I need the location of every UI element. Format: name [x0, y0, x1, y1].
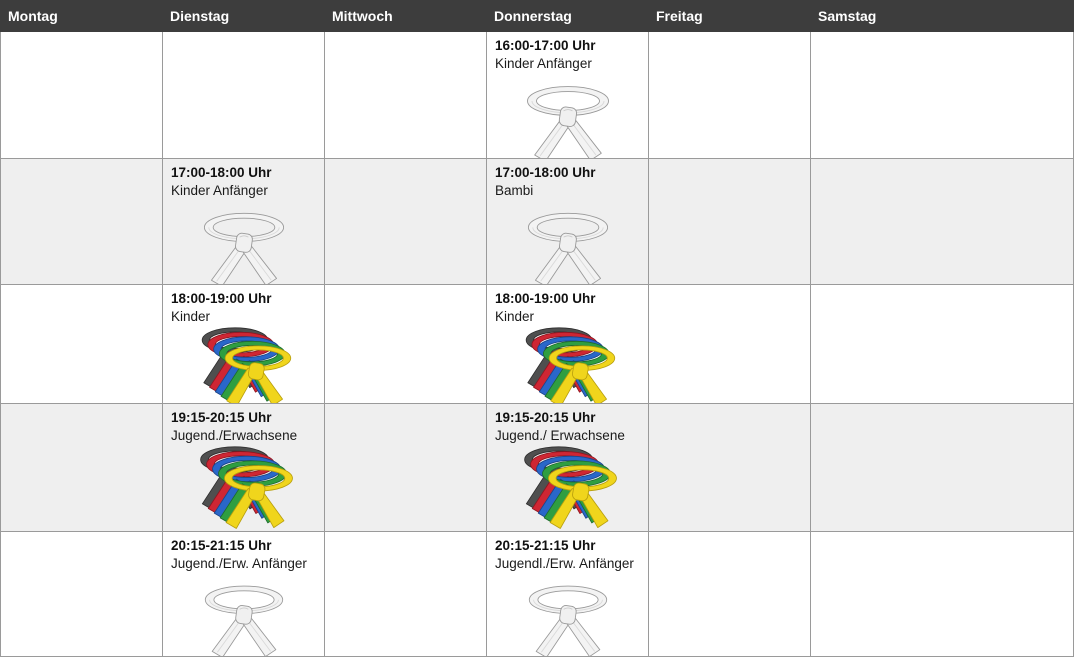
event-group: Jugend./Erw. Anfänger	[171, 556, 307, 572]
event-time: 17:00-18:00 Uhr	[171, 165, 272, 180]
event-time: 20:15-21:15 Uhr	[171, 538, 272, 553]
schedule-cell-donnerstag: 20:15-21:15 Uhr Jugendl./Erw. Anfänger	[487, 532, 649, 657]
event-group: Kinder	[495, 309, 535, 325]
colored-belts-icon	[186, 446, 302, 531]
schedule-cell-montag	[1, 32, 163, 159]
schedule-cell-montag	[1, 404, 163, 532]
schedule-cell-mittwoch	[325, 159, 487, 285]
column-header-samstag: Samstag	[818, 8, 877, 24]
time-slot-row-16-17: 16:00-17:00 Uhr Kinder Anfänger	[0, 32, 1074, 159]
schedule-cell-freitag	[649, 159, 811, 285]
schedule-cell-mittwoch	[325, 285, 487, 404]
event-time: 18:00-19:00 Uhr	[495, 291, 596, 306]
schedule-cell-donnerstag: 18:00-19:00 Uhr Kinder	[487, 285, 649, 404]
schedule-cell-donnerstag: 16:00-17:00 Uhr Kinder Anfänger	[487, 32, 649, 159]
schedule-cell-donnerstag: 17:00-18:00 Uhr Bambi	[487, 159, 649, 285]
event-group: Jugend./Erwachsene	[171, 428, 298, 444]
schedule-cell-donnerstag: 19:15-20:15 Uhr Jugend./ Erwachsene	[487, 404, 649, 532]
white-belt-icon	[528, 586, 607, 656]
white-belt-icon	[527, 213, 608, 284]
event-time: 19:15-20:15 Uhr	[495, 410, 596, 425]
column-header-montag: Montag	[8, 8, 58, 24]
schedule-cell-dienstag	[163, 32, 325, 159]
event-group: Kinder Anfänger	[495, 56, 592, 72]
column-header-mittwoch: Mittwoch	[332, 8, 393, 24]
schedule-cell-samstag	[811, 32, 1074, 159]
schedule-cell-dienstag: 20:15-21:15 Uhr Jugend./Erw. Anfänger	[163, 532, 325, 657]
weekday-header-row: Montag Dienstag Mittwoch Donnerstag Frei…	[0, 0, 1074, 32]
schedule-cell-dienstag: 17:00-18:00 Uhr Kinder Anfänger	[163, 159, 325, 285]
schedule-cell-montag	[1, 285, 163, 404]
column-header-dienstag: Dienstag	[170, 8, 230, 24]
schedule-cell-dienstag: 18:00-19:00 Uhr Kinder	[163, 285, 325, 404]
time-slot-row-17-18: 17:00-18:00 Uhr Kinder Anfänger 17:00-18…	[0, 159, 1074, 285]
schedule-cell-samstag	[811, 532, 1074, 657]
colored-belts-icon	[512, 327, 624, 404]
white-belt-icon	[203, 213, 284, 284]
schedule-cell-samstag	[811, 159, 1074, 285]
colored-belts-icon	[188, 327, 300, 404]
colored-belts-icon	[510, 446, 626, 531]
event-time: 17:00-18:00 Uhr	[495, 165, 596, 180]
schedule-cell-freitag	[649, 32, 811, 159]
schedule-cell-samstag	[811, 404, 1074, 532]
time-slot-row-2015-2115: 20:15-21:15 Uhr Jugend./Erw. Anfänger 20…	[0, 532, 1074, 657]
event-time: 16:00-17:00 Uhr	[495, 38, 596, 53]
schedule-cell-mittwoch	[325, 404, 487, 532]
schedule-cell-mittwoch	[325, 532, 487, 657]
event-group: Kinder	[171, 309, 211, 325]
time-slot-row-1915-2015: 19:15-20:15 Uhr Jugend./Erwachsene 19:15…	[0, 404, 1074, 532]
schedule-cell-samstag	[811, 285, 1074, 404]
schedule-cell-mittwoch	[325, 32, 487, 159]
event-group: Bambi	[495, 183, 534, 199]
schedule-cell-montag	[1, 159, 163, 285]
schedule-cell-dienstag: 19:15-20:15 Uhr Jugend./Erwachsene	[163, 404, 325, 532]
event-time: 20:15-21:15 Uhr	[495, 538, 596, 553]
time-slot-row-18-19: 18:00-19:00 Uhr Kinder 18:00-19:00 Uhr K…	[0, 285, 1074, 404]
column-header-freitag: Freitag	[656, 8, 703, 24]
schedule-cell-freitag	[649, 285, 811, 404]
event-group: Jugend./ Erwachsene	[495, 428, 625, 444]
event-time: 18:00-19:00 Uhr	[171, 291, 272, 306]
white-belt-icon	[204, 586, 283, 656]
schedule-cell-montag	[1, 532, 163, 657]
schedule-cell-freitag	[649, 532, 811, 657]
column-header-donnerstag: Donnerstag	[494, 8, 572, 24]
schedule-cell-freitag	[649, 404, 811, 532]
event-group: Jugendl./Erw. Anfänger	[495, 556, 634, 572]
event-time: 19:15-20:15 Uhr	[171, 410, 272, 425]
event-group: Kinder Anfänger	[171, 183, 268, 199]
white-belt-icon	[526, 86, 609, 158]
